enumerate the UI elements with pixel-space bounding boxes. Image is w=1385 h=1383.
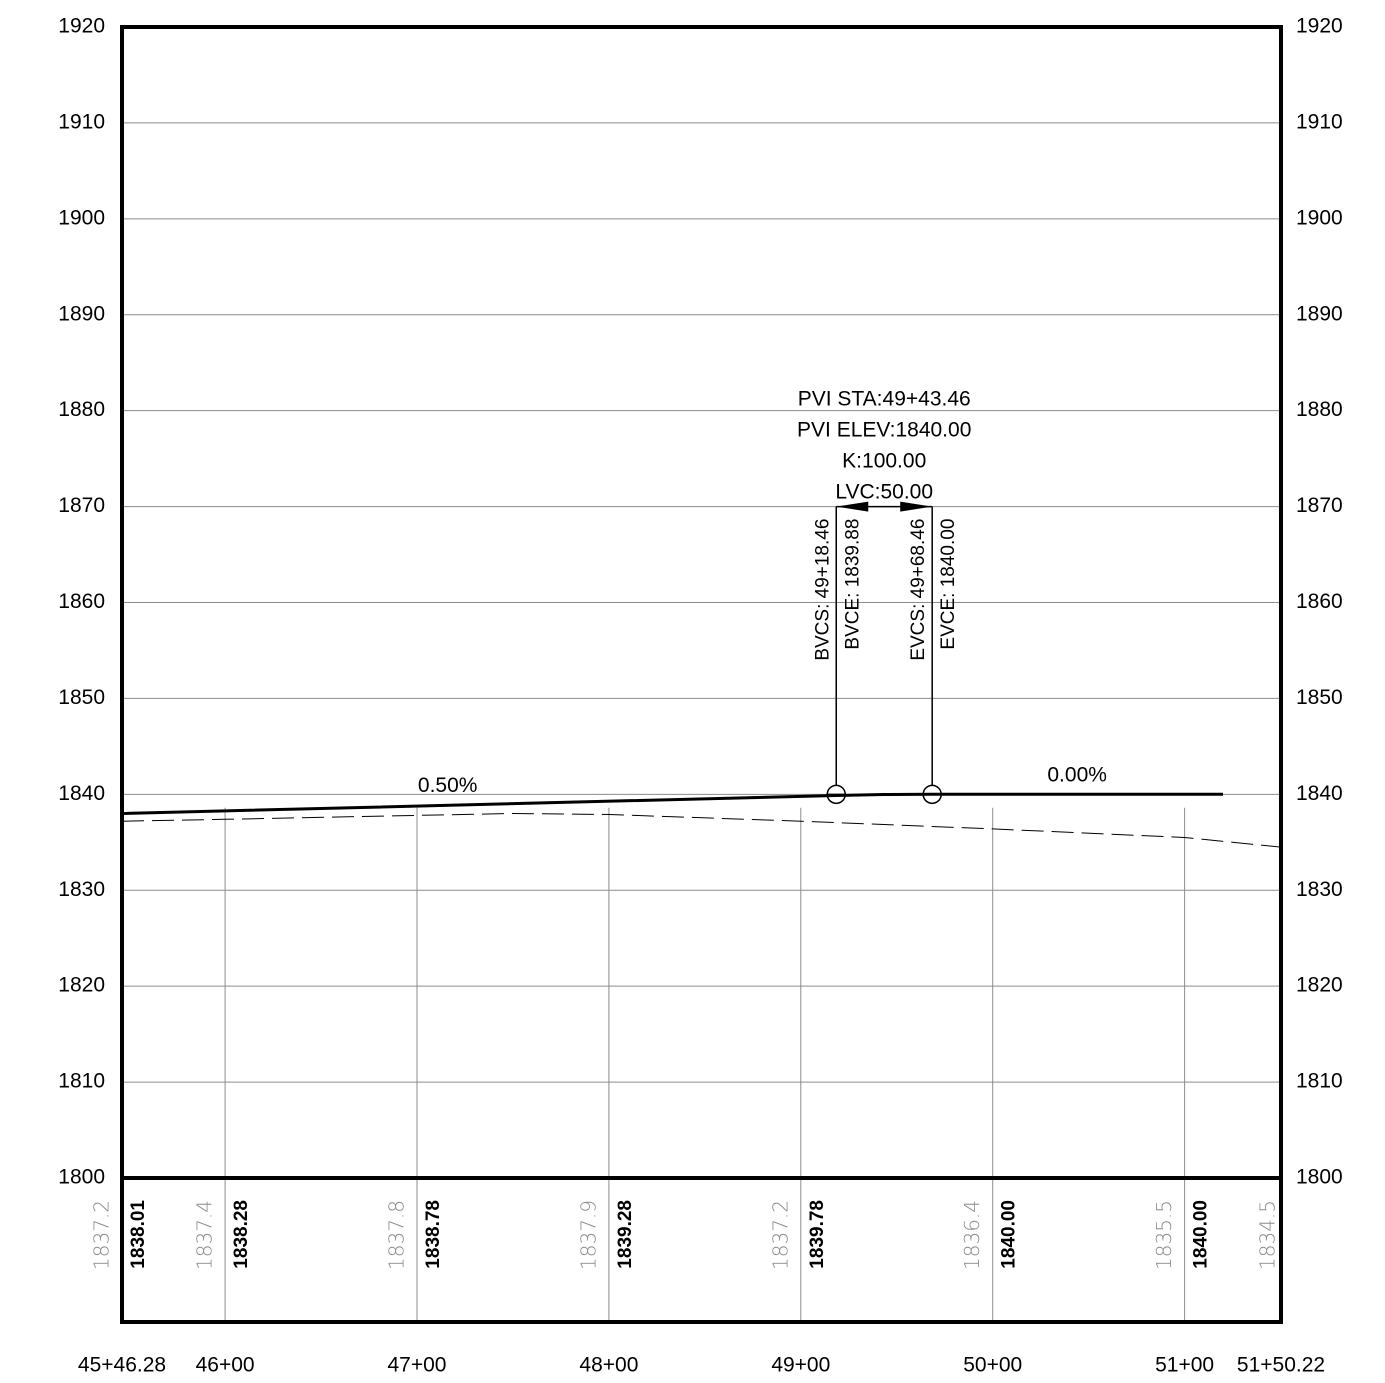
grade-label: 0.50% [418,774,478,797]
elevation-tick-label-left: 1870 [58,494,105,517]
elevation-tick-label-right: 1870 [1296,494,1343,517]
elevation-tick-label-left: 1860 [58,590,105,613]
station-tick-label: 46+00 [196,1354,255,1377]
station-tick-label: 49+00 [771,1354,830,1377]
existing-ground-elevation: 1837.4 [193,1200,217,1270]
existing-ground-elevation: 1835.5 [1152,1200,1176,1270]
elevation-tick-label-left: 1850 [58,686,105,709]
elevation-tick-label-right: 1810 [1296,1070,1343,1093]
elevation-tick-label-right: 1850 [1296,686,1343,709]
elevation-tick-label-right: 1900 [1296,206,1343,229]
elevation-tick-label-left: 1890 [58,302,105,325]
existing-ground-elevation: 1837.2 [90,1200,114,1270]
elevation-tick-label-right: 1880 [1296,398,1343,421]
pvi-info-line: LVC:50.00 [835,481,933,504]
elevation-tick-label-left: 1800 [58,1166,105,1189]
pvi-info-line: K:100.00 [842,450,926,473]
pvi-annotation: PVI STA:49+43.46 PVI ELEV:1840.00 K:100.00… [797,388,971,805]
frame [120,25,1283,1324]
elevation-tick-label-left: 1830 [58,878,105,901]
existing-ground-line [121,812,1282,848]
pvi-info-line: PVI ELEV:1840.00 [797,419,971,442]
existing-ground-elevation: 1834.5 [1256,1200,1280,1270]
grade-label: 0.00% [1047,763,1107,786]
proposed-grade-elevation: 1838.78 [423,1200,444,1269]
grid [122,122,1281,1083]
proposed-grade-elevation: 1838.01 [128,1200,149,1269]
data-band: 1837.2 1838.01 1837.4 1838.28 1837.8 1838.78 1… [90,1200,1280,1270]
station-tick-label: 45+46.28 [78,1354,166,1377]
pvi-info-line: PVI STA:49+43.46 [798,388,971,411]
existing-ground-elevation: 1837.2 [768,1200,792,1270]
bvc-elevation-label: BVCE: 1839.88 [842,519,863,650]
elevation-tick-label-left: 1900 [58,206,105,229]
station-tick-label: 51+50.22 [1237,1354,1325,1377]
existing-ground-elevation: 1837.8 [384,1200,408,1270]
existing-ground-elevation: 1837.9 [576,1200,600,1270]
elevation-tick-label-left: 1810 [58,1070,105,1093]
elevation-tick-label-right: 1910 [1296,110,1343,133]
elevation-tick-label-right: 1830 [1296,878,1343,901]
profile-lines: 0.50% 0.00% [121,763,1282,848]
proposed-grade-elevation: 1838.28 [231,1200,252,1269]
elevation-tick-label-right: 1920 [1296,15,1343,38]
evc-elevation-label: EVCE: 1840.00 [938,519,959,650]
elevation-tick-label-left: 1840 [58,782,105,805]
proposed-grade-elevation: 1839.78 [807,1200,828,1269]
existing-ground-elevation: 1836.4 [960,1200,984,1270]
bvc-station-label: BVCS: 49+18.46 [812,519,833,661]
evc-station-label: EVCS: 49+68.46 [908,519,929,661]
lvc-arrow-right [900,501,933,512]
proposed-grade-line [121,792,1223,815]
outer-frame [120,25,1283,1324]
elevation-tick-label-right: 1860 [1296,590,1343,613]
lvc-arrow-left [836,501,869,512]
proposed-grade-elevation: 1839.28 [615,1200,636,1269]
proposed-grade-elevation: 1840.00 [999,1200,1020,1269]
elevation-tick-label-left: 1910 [58,110,105,133]
elevation-tick-label-right: 1890 [1296,302,1343,325]
elevation-tick-label-right: 1800 [1296,1166,1343,1189]
elevation-tick-label-right: 1820 [1296,974,1343,997]
station-tick-label: 51+00 [1155,1354,1214,1377]
elevation-tick-label-left: 1880 [58,398,105,421]
elevation-tick-label-left: 1820 [58,974,105,997]
elevation-tick-label-right: 1840 [1296,782,1343,805]
station-tick-label: 48+00 [579,1354,638,1377]
proposed-grade-elevation: 1840.00 [1191,1200,1212,1269]
elevation-tick-label-left: 1920 [58,15,105,38]
station-grid [224,807,1186,1322]
station-tick-label: 50+00 [963,1354,1022,1377]
station-tick-label: 47+00 [388,1354,447,1377]
axis-labels: 1800 1800 1810 1810 1820 1820 1830 1830 1840 1840… [58,15,1342,1377]
